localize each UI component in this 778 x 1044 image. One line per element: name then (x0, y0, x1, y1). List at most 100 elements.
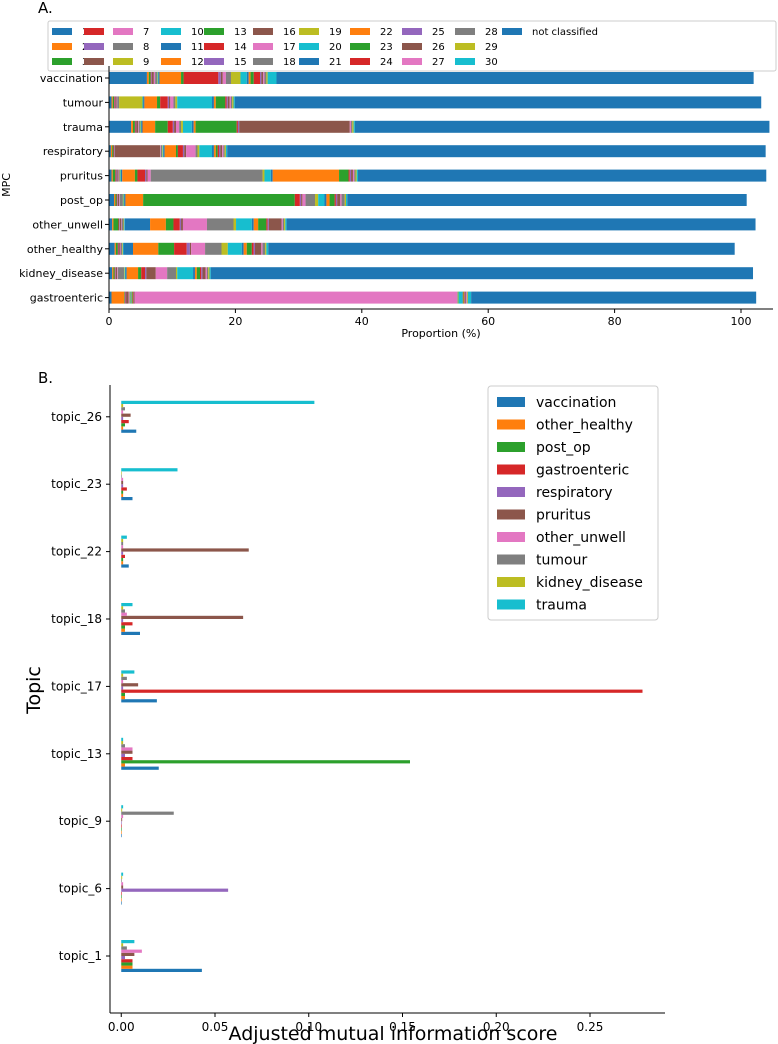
bar-a-pruritus-10 (120, 169, 122, 182)
bar-a-respiratory-25 (218, 145, 221, 158)
bar-a-post-op-8 (119, 194, 123, 206)
bar-a-post-op-5 (117, 194, 118, 206)
bar-a-tumour-7 (116, 96, 118, 109)
bar-a-post-op-12 (125, 194, 144, 206)
legend-a-swatch-12 (161, 58, 181, 65)
bar-a-other-unwell-14 (173, 218, 180, 231)
bar-a-pruritus-13 (134, 169, 138, 182)
legend-a-swatch-11 (161, 43, 181, 50)
bar-a-gastroenteric-24 (464, 291, 465, 304)
bar-a-respiratory-6 (114, 145, 161, 158)
bar-a-gastroenteric-16 (134, 291, 135, 304)
chart-a-axes (108, 66, 773, 310)
bar-a-pruritus-11 (121, 169, 123, 182)
bar-a-trauma-26 (239, 120, 350, 133)
bar-b-topic-26-trauma (121, 400, 315, 404)
bar-a-respiratory-24 (217, 145, 219, 158)
bar-b-topic-1-pruritus (121, 952, 135, 956)
bar-a-other-unwell-6 (119, 218, 122, 231)
bar-b-topic-26-vaccination (121, 429, 137, 433)
bar-b-topic-13-tumour (121, 744, 125, 748)
bar-b-topic-9-kidney-disease (121, 808, 123, 812)
bar-a-pruritus-21 (270, 169, 273, 182)
bar-a-trauma-16 (174, 120, 176, 133)
bar-a-gastroenteric-30 (467, 291, 472, 304)
chart-a-ytick-label: respiratory (43, 145, 104, 158)
bar-a-other-healthy-5 (118, 242, 120, 255)
bar-a-trauma-24 (236, 120, 238, 133)
bar-a-other-unwell-4 (118, 218, 120, 231)
bar-a-tumour-9 (119, 96, 143, 109)
chart-a-x-ticks: 0 20 40 60 80 100 (106, 309, 752, 328)
bar-a-kidney-disease-26 (202, 267, 206, 280)
legend-a-label-7: 7 (143, 27, 149, 38)
bar-a-respiratory-11 (163, 145, 165, 158)
bar-a-post-op-17 (302, 194, 306, 206)
bar-a-post-op-2 (114, 194, 116, 206)
legend-b-swatch-gastroenteric (497, 464, 525, 475)
chart-a-ytick-label: tumour (63, 96, 104, 109)
bar-a-pruritus-18 (150, 169, 263, 182)
bar-b-topic-22-pruritus (121, 548, 249, 552)
bar-a-other-healthy-4 (117, 242, 119, 255)
bar-a-pruritus-27 (352, 169, 355, 182)
bar-a-other-healthy-22 (243, 242, 247, 255)
bar-b-topic-26-kidney-disease (121, 404, 124, 408)
legend-a-swatch-13 (204, 28, 224, 35)
bar-a-post-op-3 (115, 194, 117, 206)
bar-a-other-healthy-27 (261, 242, 263, 255)
bar-a-kidney-disease-24 (200, 267, 202, 280)
bar-a-vaccination-9 (157, 72, 158, 84)
bar-a-gastroenteric-5 (125, 291, 127, 304)
bar-a-kidney-disease-4 (114, 267, 116, 280)
bar-a-other-healthy-not-classified (268, 242, 735, 255)
bar-a-kidney-disease-23 (196, 267, 201, 280)
legend-a-label-22: 22 (380, 27, 393, 38)
bar-b-topic-1-kidney-disease (121, 943, 124, 947)
bar-a-gastroenteric-21 (462, 291, 463, 304)
legend-b-swatch-respiratory (497, 487, 525, 497)
bar-a-other-unwell-30 (285, 218, 287, 231)
bar-a-gastroenteric-28 (466, 291, 468, 304)
legend-a-swatch-29 (455, 43, 475, 50)
bar-a-respiratory-8 (160, 145, 163, 158)
bar-b-topic-17-tumour (121, 676, 127, 680)
bar-a-post-op-9 (122, 194, 124, 206)
bar-a-kidney-disease-14 (141, 267, 146, 280)
bar-a-other-unwell-21 (251, 218, 254, 231)
bar-a-vaccination-12 (159, 72, 182, 84)
bar-a-other-unwell-2 (112, 218, 114, 231)
bar-a-other-unwell-8 (121, 218, 124, 231)
chart-b-xtick-label: 0.10 (295, 1020, 322, 1034)
bar-a-pruritus-29 (355, 169, 357, 182)
legend-b-swatch-post-op (497, 442, 525, 452)
bar-a-respiratory-9 (162, 145, 163, 158)
bar-a-gastroenteric-8 (129, 291, 130, 304)
bar-a-trauma-10 (140, 120, 142, 133)
bar-a-other-unwell-15 (179, 218, 182, 231)
bar-a-tumour-17 (170, 96, 174, 109)
bar-a-trauma-29 (352, 120, 354, 133)
bar-a-tumour-1 (109, 96, 112, 109)
bar-a-other-healthy-26 (254, 242, 262, 255)
bar-a-tumour-28 (230, 96, 233, 109)
bar-a-other-unwell-19 (233, 218, 237, 231)
bar-b-topic-1-other-unwell (121, 949, 142, 953)
legend-a-label-12: 12 (191, 57, 204, 68)
bar-a-pruritus-23 (339, 169, 349, 182)
legend-b-swatch-tumour (497, 554, 525, 565)
bar-a-gastroenteric-2 (111, 291, 125, 304)
chart-a-legend: 1234567891011121314151617181920212223242… (47, 20, 777, 72)
bar-a-post-op-15 (299, 194, 302, 206)
bar-a-other-healthy-10 (122, 242, 124, 255)
bar-a-trauma-not-classified (354, 120, 770, 133)
bar-b-topic-22-trauma (121, 535, 127, 539)
bar-a-post-op-6 (117, 194, 120, 206)
bar-a-respiratory-18 (195, 145, 198, 158)
bar-a-trauma-12 (142, 120, 156, 133)
bar-b-topic-26-other-unwell (121, 410, 124, 414)
bar-b-topic-18-gastroenteric (121, 622, 133, 626)
bar-a-vaccination-5 (151, 72, 152, 84)
bar-a-gastroenteric-15 (133, 291, 135, 304)
bar-a-pruritus-8 (118, 169, 120, 182)
